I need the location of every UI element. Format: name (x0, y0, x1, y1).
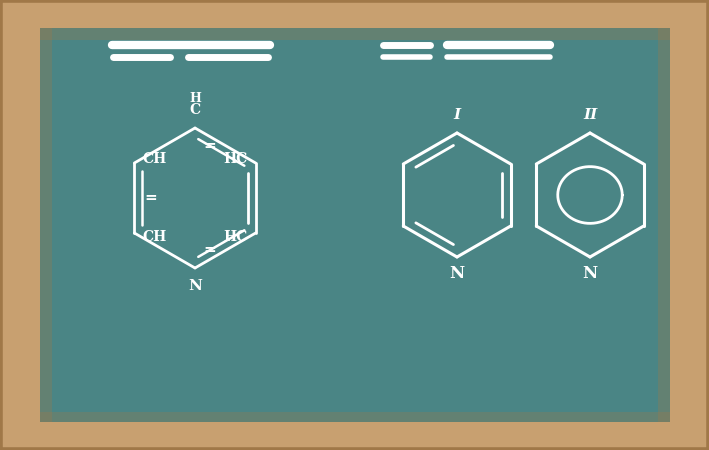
Text: H: H (189, 91, 201, 104)
Text: =: = (203, 139, 216, 153)
Text: CH: CH (143, 230, 167, 244)
Bar (40, 28, 52, 422)
Text: I: I (454, 108, 461, 122)
Text: HC: HC (223, 152, 247, 166)
Bar (40, 412, 670, 422)
Text: N: N (188, 279, 202, 293)
Text: N: N (450, 265, 464, 282)
Text: HC: HC (223, 230, 247, 244)
Text: =: = (203, 243, 216, 257)
Text: C: C (189, 103, 201, 117)
Bar (40, 28, 670, 40)
Text: II: II (583, 108, 597, 122)
Bar (658, 28, 670, 422)
Text: =: = (144, 191, 157, 205)
Text: N: N (582, 265, 598, 282)
Text: CH: CH (143, 152, 167, 166)
FancyBboxPatch shape (40, 28, 670, 422)
